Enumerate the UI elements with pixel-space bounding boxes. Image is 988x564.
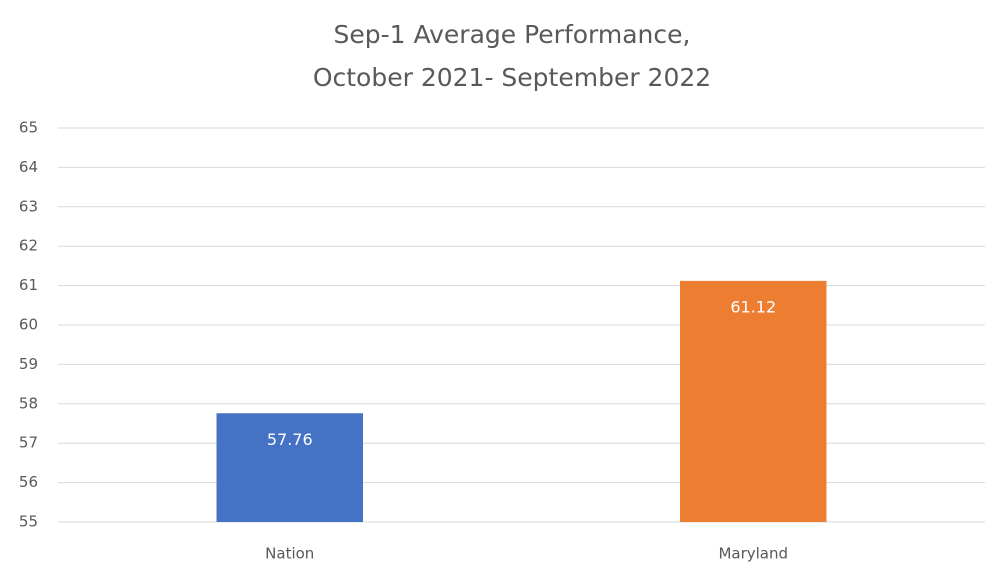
y-tick-label: 56	[19, 473, 38, 491]
y-tick-label: 55	[19, 513, 38, 531]
y-tick-label: 61	[19, 276, 38, 294]
y-tick-label: 65	[19, 119, 38, 137]
chart-title: October 2021- September 2022	[313, 63, 711, 92]
y-tick-label: 58	[19, 394, 38, 412]
bar	[216, 413, 363, 522]
data-label: 61.12	[730, 297, 776, 316]
x-tick-label: Maryland	[718, 545, 788, 563]
bar	[680, 280, 827, 522]
data-label: 57.76	[267, 430, 313, 449]
y-tick-label: 62	[19, 237, 38, 255]
y-tick-label: 57	[19, 434, 38, 452]
y-tick-label: 63	[19, 197, 38, 215]
y-tick-label: 59	[19, 355, 38, 373]
x-tick-label: Nation	[265, 545, 314, 563]
chart-title: Sep-1 Average Performance,	[334, 20, 691, 49]
y-tick-label: 64	[19, 158, 38, 176]
y-tick-label: 60	[19, 316, 38, 334]
